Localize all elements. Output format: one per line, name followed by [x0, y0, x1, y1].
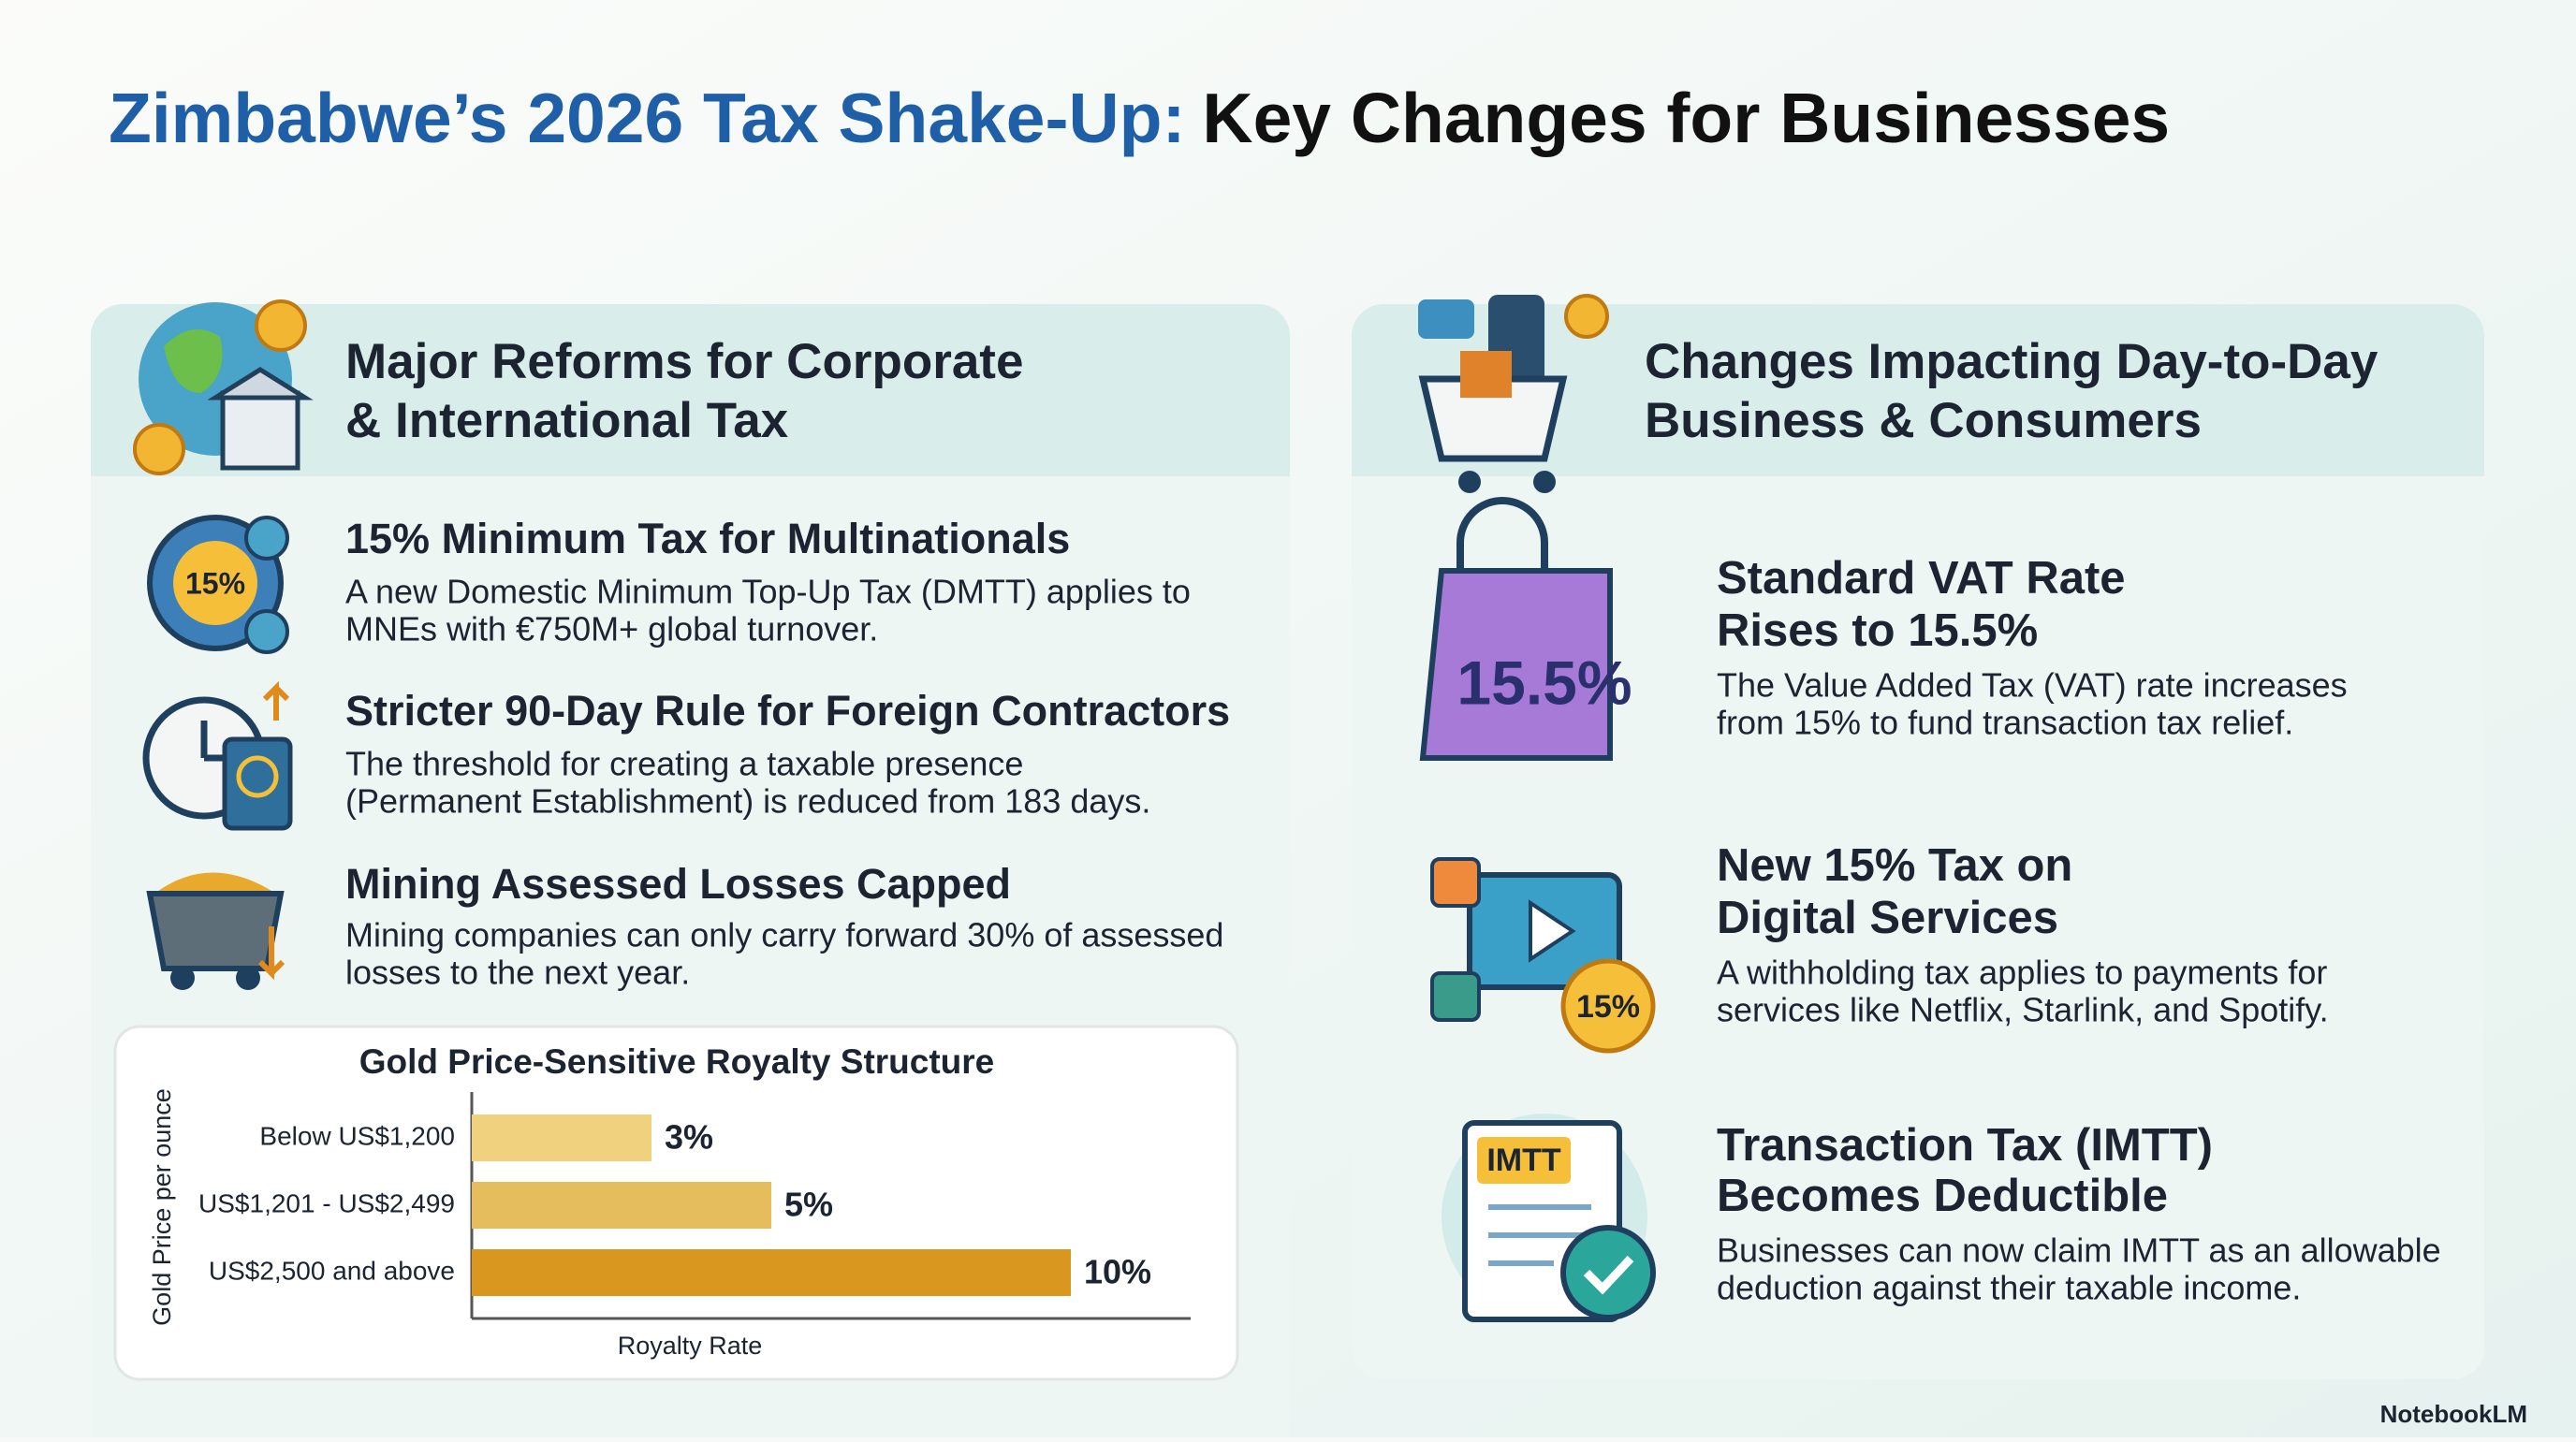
title-rest: Key Changes for Businesses — [1202, 79, 2170, 157]
value-label: 5% — [784, 1186, 833, 1224]
right-panel — [1352, 304, 2484, 1379]
item-text: deduction against their taxable income. — [1717, 1269, 2301, 1307]
item-text: A new Domestic Minimum Top-Up Tax (DMTT)… — [345, 573, 1191, 611]
bar — [472, 1114, 651, 1161]
stopwatch-icon — [142, 680, 293, 831]
mine-cart-icon — [146, 872, 285, 990]
bar — [472, 1182, 771, 1229]
icon-label: 15.5% — [1456, 648, 1632, 717]
value-label: 10% — [1084, 1253, 1151, 1291]
right-heading-line: Changes Impacting Day-to-Day — [1645, 334, 2378, 389]
item-title: New 15% Tax on — [1717, 840, 2072, 891]
item-text: The Value Added Tax (VAT) rate increases — [1717, 666, 2348, 705]
x-axis-label: Royalty Rate — [618, 1332, 763, 1360]
item-text: Businesses can now claim IMTT as an allo… — [1717, 1231, 2441, 1270]
category-label: US$2,500 and above — [209, 1256, 455, 1285]
item-text: The threshold for creating a taxable pre… — [345, 745, 1023, 783]
icon-label: IMTT — [1486, 1143, 1561, 1178]
item-title: Becomes Deductible — [1717, 1171, 2168, 1221]
gear-icon: 15% — [147, 515, 289, 654]
item-title: Stricter 90-Day Rule for Foreign Contrac… — [345, 687, 1230, 735]
right-heading-line: Business & Consumers — [1645, 393, 2202, 448]
left-heading-line: & International Tax — [345, 393, 789, 448]
item-title: Rises to 15.5% — [1717, 605, 2038, 656]
item-text: MNEs with €750M+ global turnover. — [345, 610, 878, 648]
digital-icon: 15% — [1430, 857, 1656, 1054]
item-text: losses to the next year. — [345, 954, 690, 992]
y-axis-label: Gold Price per ounce — [148, 1088, 176, 1326]
bar — [472, 1249, 1071, 1296]
item-title: Mining Assessed Losses Capped — [345, 860, 1011, 908]
chart-title: Gold Price-Sensitive Royalty Structure — [359, 1042, 995, 1081]
item-text: (Permanent Establishment) is reduced fro… — [345, 782, 1150, 821]
icon-label: 15% — [1576, 989, 1640, 1025]
category-label: Below US$1,200 — [259, 1121, 455, 1150]
item-title: Transaction Tax (IMTT) — [1717, 1120, 2213, 1171]
item-text: services like Netflix, Starlink, and Spo… — [1717, 991, 2329, 1029]
right-header-band — [1352, 304, 2484, 476]
vat-bag-icon: 15.5% — [1419, 497, 1632, 761]
imtt-document-icon: IMTT — [1442, 1114, 1656, 1322]
item-text: Mining companies can only carry forward … — [345, 916, 1223, 954]
royalty-chart: Gold Price-Sensitive Royalty Structure Ro… — [148, 1042, 1191, 1360]
category-label: US$1,201 - US$2,499 — [198, 1188, 455, 1217]
watermark: NotebookLM — [2380, 1400, 2527, 1428]
cart-icon — [1418, 294, 1609, 493]
item-title: Digital Services — [1717, 893, 2058, 943]
title-lead: Zimbabwe’s 2026 Tax Shake-Up: — [109, 79, 1185, 157]
globe-icon — [133, 299, 314, 475]
item-text: A withholding tax applies to payments fo… — [1717, 954, 2327, 992]
item-title: Standard VAT Rate — [1717, 553, 2126, 604]
left-header-band — [91, 304, 1290, 476]
item-title: 15% Minimum Tax for Multinationals — [345, 515, 1070, 562]
icon-label: 15% — [185, 566, 245, 600]
value-label: 3% — [665, 1118, 713, 1157]
page-title: Zimbabwe’s 2026 Tax Shake-Up: Key Changes… — [109, 79, 2170, 157]
left-heading-line: Major Reforms for Corporate — [345, 334, 1023, 389]
item-text: from 15% to fund transaction tax relief. — [1717, 704, 2293, 742]
